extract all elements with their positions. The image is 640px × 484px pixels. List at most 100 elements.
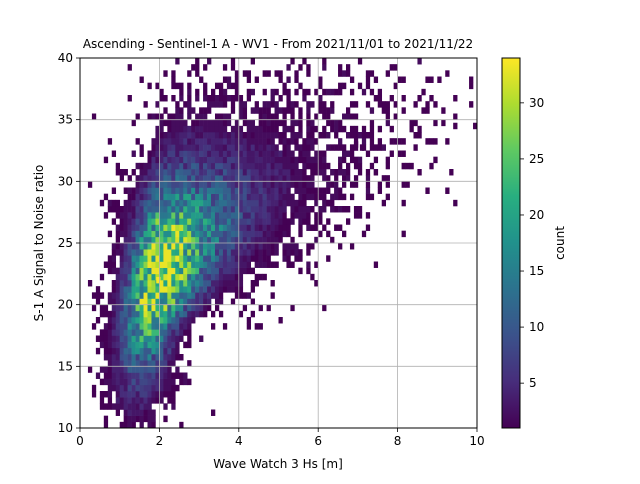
heatmap-bin <box>290 304 295 312</box>
heatmap-bin <box>278 119 283 127</box>
heatmap-bin <box>199 162 204 170</box>
heatmap-bin <box>266 218 271 225</box>
heatmap-bin <box>143 206 148 213</box>
heatmap-bin <box>187 286 192 293</box>
heatmap-bin <box>155 286 160 293</box>
heatmap-bin <box>211 95 216 102</box>
heatmap-bin <box>187 169 192 176</box>
heatmap-bin <box>294 144 299 151</box>
heatmap-bin <box>119 403 124 410</box>
heatmap-bin <box>107 267 113 275</box>
heatmap-bin <box>242 255 248 262</box>
heatmap-bin <box>226 243 232 250</box>
heatmap-bin <box>179 95 184 102</box>
heatmap-bin <box>330 107 335 114</box>
heatmap-bin <box>135 206 140 213</box>
heatmap-bin <box>310 119 315 127</box>
heatmap-bin <box>183 181 188 188</box>
heatmap-bin <box>314 193 319 201</box>
heatmap-bin <box>139 206 144 213</box>
heatmap-bin <box>278 76 283 83</box>
heatmap-bin <box>167 298 172 305</box>
heatmap-bin <box>163 335 168 342</box>
heatmap-bin <box>199 255 204 262</box>
heatmap-bin <box>195 113 200 120</box>
heatmap-bin <box>266 156 271 164</box>
heatmap-bin <box>274 107 279 114</box>
heatmap-bin <box>179 175 184 182</box>
heatmap-bin <box>266 304 271 312</box>
heatmap-bin <box>163 261 168 268</box>
heatmap-bin <box>286 243 291 250</box>
heatmap-bin <box>179 372 184 379</box>
heatmap-bin <box>270 95 275 102</box>
heatmap-bin <box>310 138 315 145</box>
heatmap-bin <box>179 323 184 330</box>
heatmap-bin <box>222 249 228 256</box>
colorbar-tick-label: 5 <box>529 376 537 390</box>
heatmap-bin <box>318 187 323 194</box>
heatmap-bin <box>131 354 136 361</box>
heatmap-bin <box>322 150 327 157</box>
heatmap-bin <box>357 169 363 176</box>
heatmap-bin <box>163 403 168 410</box>
heatmap-bin <box>294 187 299 194</box>
heatmap-bin <box>262 218 267 225</box>
heatmap-bin <box>214 156 220 164</box>
heatmap-bin <box>187 378 192 386</box>
heatmap-bin <box>131 267 136 275</box>
heatmap-bin <box>286 175 291 182</box>
heatmap-bin <box>139 415 144 423</box>
heatmap-bin <box>242 107 248 114</box>
heatmap-bin <box>274 119 279 127</box>
heatmap-bin <box>211 310 216 318</box>
heatmap-bin <box>298 64 303 71</box>
heatmap-bin <box>226 156 232 164</box>
heatmap-bin <box>167 391 172 398</box>
heatmap-bin <box>242 292 248 299</box>
heatmap-bin <box>179 261 184 268</box>
heatmap-bin <box>262 261 267 268</box>
heatmap-bin <box>187 212 192 219</box>
heatmap-bin <box>163 366 168 373</box>
heatmap-bin <box>107 310 113 318</box>
heatmap-bin <box>123 187 128 194</box>
heatmap-bin <box>393 101 398 108</box>
heatmap-bin <box>377 181 383 188</box>
heatmap-bin <box>195 218 200 225</box>
heatmap-bin <box>238 125 244 133</box>
heatmap-bin <box>274 156 279 164</box>
heatmap-bin <box>218 138 224 145</box>
heatmap-bin <box>131 187 136 194</box>
heatmap-bin <box>290 156 295 164</box>
heatmap-bin <box>207 298 212 305</box>
heatmap-bin <box>159 138 164 145</box>
heatmap-bin <box>123 224 128 231</box>
heatmap-bin <box>187 304 192 312</box>
heatmap-bin <box>266 138 271 145</box>
heatmap-bin <box>365 212 371 219</box>
heatmap-bin <box>218 119 224 127</box>
heatmap-bin <box>230 224 236 231</box>
heatmap-bin <box>151 261 156 268</box>
heatmap-bin <box>103 391 109 398</box>
heatmap-bin <box>167 206 172 213</box>
heatmap-bin <box>286 255 291 262</box>
heatmap-bin <box>381 107 386 114</box>
heatmap-bin <box>318 132 323 139</box>
heatmap-bin <box>314 218 319 225</box>
heatmap-bin <box>349 193 355 201</box>
heatmap-bin <box>203 175 208 182</box>
heatmap-bin <box>238 212 244 219</box>
heatmap-bin <box>103 261 109 268</box>
heatmap-bin <box>167 199 172 207</box>
heatmap-bin <box>397 138 402 145</box>
heatmap-bin <box>199 261 204 268</box>
heatmap-bin <box>167 218 172 225</box>
heatmap-bin <box>159 335 164 342</box>
heatmap-bin <box>357 206 363 213</box>
heatmap-bin <box>262 255 267 262</box>
heatmap-bin <box>214 101 220 108</box>
heatmap-bin <box>111 341 117 349</box>
heatmap-bin <box>127 292 132 299</box>
